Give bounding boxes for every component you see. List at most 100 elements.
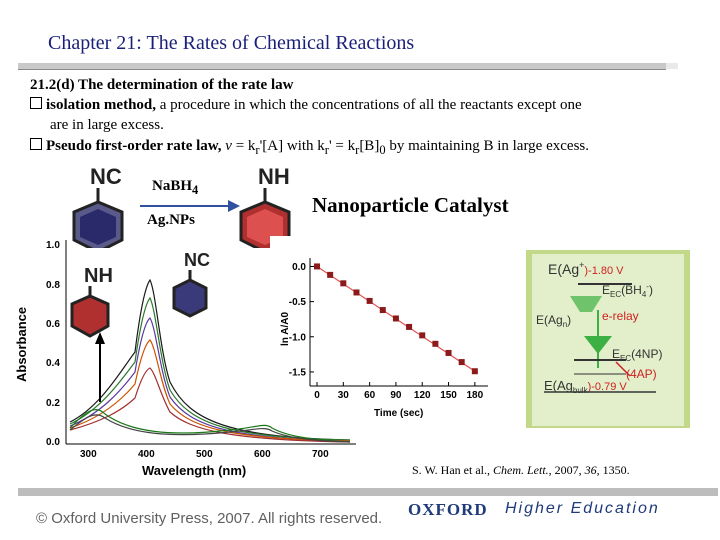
kinetics-x-tick-label: 150 [440, 390, 457, 401]
uv-y-tick: 0.8 [46, 280, 60, 291]
citation-journal: Chem. Lett. [493, 463, 549, 477]
uv-y-tick: 0.4 [46, 358, 60, 369]
nitrophenol-inset-icon: NC [172, 250, 210, 318]
bullet-continuation: are in large excess. [50, 117, 164, 133]
kinetics-y-ticks: 0.0 -0.5 -1.0 -1.5 [289, 262, 314, 378]
nitrophenol-molecule-icon: NC [72, 164, 124, 248]
uv-y-tick: 0.0 [46, 437, 60, 448]
bullet-pseudo-first-order: Pseudo first-order rate law, v = kr'[A] … [30, 138, 589, 158]
uv-x-ticks: 300 400 500 600 700 [80, 449, 329, 460]
title-divider [18, 63, 666, 70]
kinetics-data-point [366, 297, 373, 304]
copyright: © Oxford University Press, 2007. All rig… [36, 510, 383, 527]
uv-vis-spectra: 1.0 0.8 0.6 0.4 0.2 0.0 300 400 500 600 … [14, 240, 356, 478]
kinetics-x-tick-label: 60 [364, 390, 376, 401]
uv-x-tick: 500 [196, 449, 213, 460]
publisher-logo: OXFORD [408, 500, 488, 519]
kinetics-y-tick-label: -0.5 [289, 297, 307, 308]
e-4np-label: EEC(4NP) [612, 347, 662, 363]
kinetics-plot: ln A/A0 Time (sec) 0.0 -0.5 -1.0 -1.5 0 30 60… [270, 236, 500, 424]
e-bh4-label: EEC(BH4-) [602, 282, 653, 299]
kinetics-data-point [458, 359, 465, 366]
kinetics-x-tick-label: 30 [338, 390, 350, 401]
kinetics-x-tick-label: 90 [390, 390, 402, 401]
reagent-nabh4: NaBH4 [152, 178, 198, 198]
reaction-scheme: NC NH [72, 164, 291, 248]
bullet-term: Pseudo first-order rate law, [46, 138, 222, 154]
uv-y-axis-label: Absorbance [14, 307, 29, 382]
kinetics-x-axis-label: Time (sec) [374, 408, 423, 419]
kinetics-points [314, 263, 478, 375]
uv-x-tick: 700 [312, 449, 329, 460]
catalyst-heading: Nanoparticle Catalyst [312, 193, 509, 217]
reagent-text: NaBH [152, 178, 193, 194]
kinetics-data-point [353, 289, 360, 296]
uv-x-tick: 300 [80, 449, 97, 460]
relay-arrow-icon [584, 336, 612, 354]
checkbox-bullet-icon [30, 138, 42, 150]
kinetics-y-tick-label: 0.0 [292, 262, 306, 273]
kinetics-x-tick-label: 180 [467, 390, 484, 401]
kinetics-data-point [327, 271, 334, 278]
bullet-text: a procedure in which the concentrations … [156, 97, 582, 113]
kinetics-data-point [432, 340, 439, 347]
kinetics-y-axis-label: ln A/A0 [280, 311, 291, 346]
kinetics-y-tick-label: -1.5 [289, 367, 307, 378]
aminophenol-molecule-icon: NH [239, 164, 291, 248]
eq-v: v [221, 138, 232, 154]
kinetics-data-point [392, 315, 399, 322]
e-ag-plus-label: E(Ag+)-1.80 V [548, 260, 624, 277]
kinetics-data-point [379, 307, 386, 314]
kinetics-data-point [314, 263, 321, 270]
uv-y-tick: 0.6 [46, 319, 60, 330]
reagent-sub: 4 [192, 183, 199, 197]
uv-y-ticks: 1.0 0.8 0.6 0.4 0.2 0.0 [46, 240, 60, 448]
kinetics-x-tick-label: 120 [414, 390, 431, 401]
reactant-group-label: NC [90, 164, 122, 189]
footer-divider [18, 488, 718, 496]
publisher-tagline: Higher Education [505, 500, 660, 517]
kinetics-data-point [471, 368, 478, 375]
eq-part: '[A] with k [259, 138, 325, 154]
citation-year: , 2007, [548, 463, 585, 477]
e-relay-label: e-relay [602, 309, 639, 323]
bullet-isolation: isolation method, a procedure in which t… [30, 97, 582, 114]
kinetics-plot-background [270, 236, 500, 424]
eq-part: ' = k [328, 138, 356, 154]
uv-x-tick: 600 [254, 449, 271, 460]
citation-volume: 36 [584, 463, 597, 477]
eq-part: by maintaining B in large excess. [385, 138, 589, 154]
citation: S. W. Han et al., Chem. Lett., 2007, 36,… [412, 463, 630, 478]
kinetics-data-point [406, 323, 413, 330]
uv-axes [65, 240, 356, 445]
kinetics-data-point [340, 280, 347, 287]
inset-reactant-label: NC [184, 250, 210, 270]
eq-sub: r [355, 143, 360, 157]
eq-sub: r [324, 143, 329, 157]
energy-diagram: E(Ag+)-1.80 V EEC(BH4-) E(Agn) e-relay E… [526, 250, 690, 428]
uv-y-tick: 1.0 [46, 240, 60, 251]
slide-title: Chapter 21: The Rates of Chemical Reacti… [48, 32, 415, 54]
e-agn-label: E(Agn) [536, 313, 571, 329]
kinetics-data-point [445, 349, 452, 356]
reagent-agnps: Ag.NPs [147, 212, 195, 228]
kinetics-axes [309, 258, 488, 387]
uv-x-tick: 400 [138, 449, 155, 460]
uv-y-tick: 0.2 [46, 398, 60, 409]
inset-product-label: NH [84, 265, 113, 287]
reduction-arrow-icon [615, 361, 631, 377]
reaction-arrow-icon [140, 200, 240, 212]
kinetics-x-ticks: 0 30 60 90 120 150 180 [314, 382, 484, 401]
checkbox-bullet-icon [30, 97, 42, 109]
e-4ap-label: (4AP) [626, 367, 657, 381]
bullet-term: isolation method, [46, 97, 157, 113]
eq-sub: 0 [379, 143, 386, 157]
title-divider-end [666, 63, 678, 69]
kinetics-data-point [419, 332, 426, 339]
eq-sub: r [255, 143, 260, 157]
section-heading: 21.2(d) The determination of the rate la… [30, 77, 294, 93]
eq-part: = k [231, 138, 256, 154]
citation-authors: S. W. Han et al., [412, 463, 493, 477]
electron-transfer-arrow-icon [570, 296, 602, 312]
eq-part: [B] [359, 138, 380, 154]
